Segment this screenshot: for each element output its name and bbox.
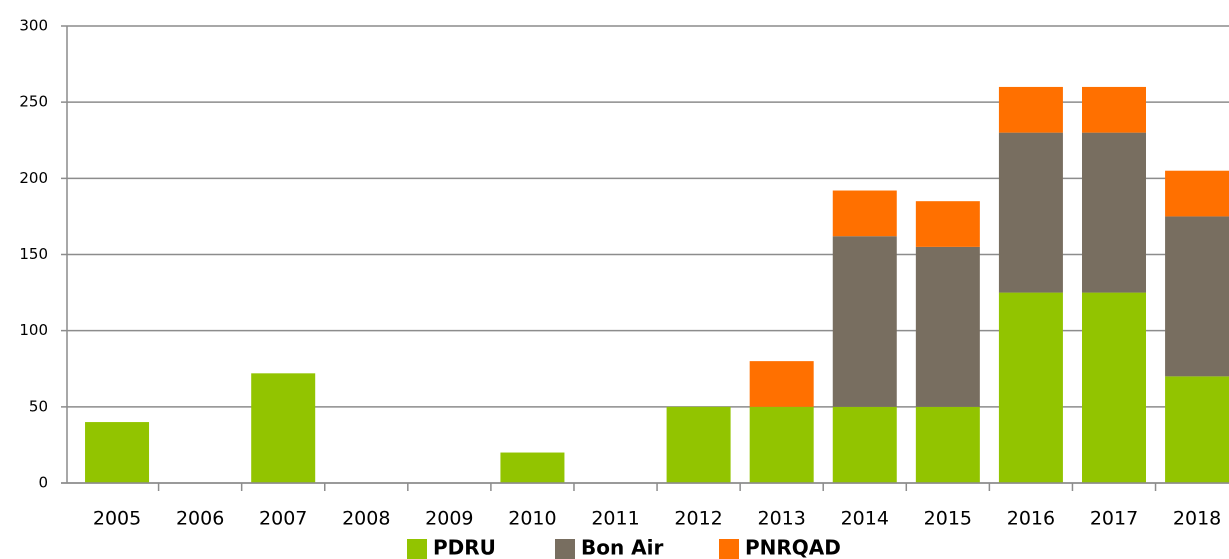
y-tick-label: 0 (38, 474, 48, 492)
x-tick-label: 2015 (924, 508, 972, 530)
bar-segment (915, 246, 980, 407)
legend-label: Bon Air (581, 536, 664, 559)
x-tick-label: 2006 (176, 508, 224, 530)
legend-swatch (555, 539, 575, 559)
legend-label: PDRU (433, 536, 496, 559)
bar-segment (1165, 170, 1229, 217)
bar-segment (500, 452, 565, 483)
bar-segment (1082, 132, 1146, 293)
x-tick-label: 2008 (342, 508, 390, 530)
x-tick-label: 2011 (591, 508, 639, 530)
bar-segment (1165, 376, 1229, 483)
y-tick-label: 150 (19, 245, 48, 263)
bar-segment (1082, 86, 1146, 133)
bar-segment (832, 190, 897, 237)
x-tick-label: 2013 (758, 508, 806, 530)
y-tick-label: 250 (19, 93, 48, 111)
bar-segment (998, 292, 1063, 483)
bar-segment (251, 373, 316, 483)
bar-segment (85, 422, 150, 483)
x-tick-label: 2007 (259, 508, 307, 530)
bar-segment (915, 406, 980, 483)
bar-segment (998, 132, 1063, 293)
bar-segment (666, 406, 731, 483)
bar-segment (1082, 292, 1146, 483)
bar-segment (749, 406, 814, 483)
y-tick-label: 50 (29, 397, 48, 415)
legend-swatch (719, 539, 739, 559)
bar-segment (1165, 216, 1229, 377)
y-tick-label: 200 (19, 169, 48, 187)
x-tick-label: 2009 (425, 508, 473, 530)
bar-segment (998, 86, 1063, 133)
y-tick-label: 300 (19, 17, 48, 35)
bar-segment (832, 236, 897, 407)
x-tick-label: 2014 (841, 508, 889, 530)
bar-segment (749, 361, 814, 407)
bar-segment (915, 201, 980, 247)
y-tick-label: 100 (19, 321, 48, 339)
x-tick-label: 2010 (508, 508, 556, 530)
legend-swatch (407, 539, 427, 559)
legend-label: PNRQAD (745, 536, 841, 559)
bar-segment (832, 406, 897, 483)
x-tick-label: 2012 (674, 508, 722, 530)
x-tick-label: 2018 (1173, 508, 1221, 530)
x-tick-label: 2016 (1007, 508, 1055, 530)
x-tick-label: 2017 (1090, 508, 1138, 530)
x-tick-label: 2005 (93, 508, 141, 530)
